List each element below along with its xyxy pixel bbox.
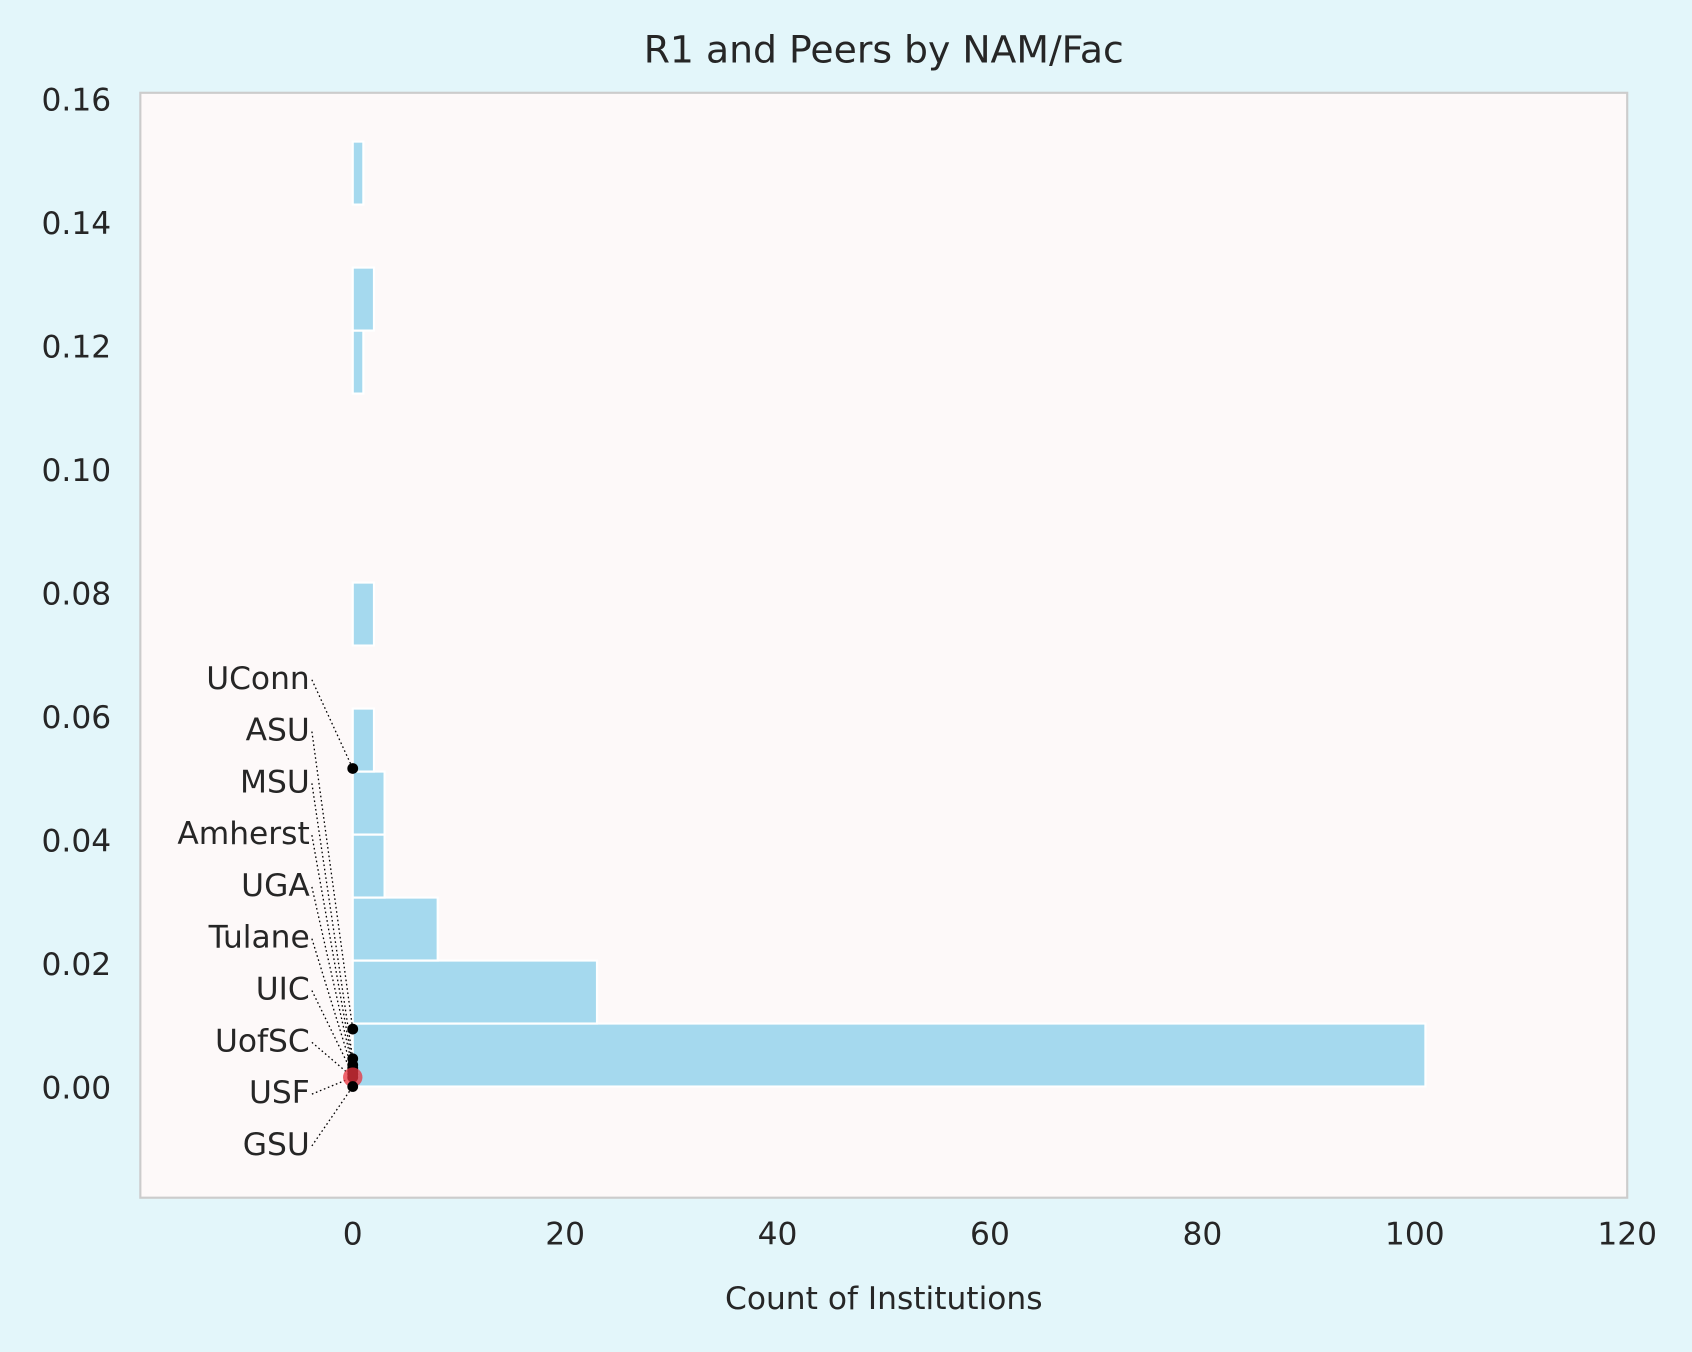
leader-line [311, 679, 354, 769]
bar [351, 266, 376, 332]
y-tick-label: 0.12 [42, 329, 112, 365]
x-axis-label: Count of Institutions [725, 1281, 1043, 1317]
point-label: UConn [206, 661, 310, 697]
leader-line [311, 1076, 353, 1095]
bar [351, 833, 386, 899]
leader-line [311, 1041, 354, 1078]
x-tick-label: 120 [1597, 1216, 1657, 1252]
bar [351, 581, 376, 647]
y-tick-label: 0.14 [42, 206, 112, 242]
point [347, 1023, 359, 1035]
x-tick-label: 80 [1182, 1216, 1222, 1252]
y-tick-label: 0.16 [42, 82, 112, 118]
bar [351, 329, 365, 395]
y-tick-label: 0.08 [42, 577, 112, 613]
point-label: UofSC [215, 1023, 310, 1059]
y-tick-label: 0.00 [42, 1071, 112, 1107]
y-tick-label: 0.10 [42, 453, 112, 489]
point-label: MSU [240, 764, 310, 800]
point-label: ASU [246, 713, 310, 749]
point [347, 763, 359, 774]
point-label: GSU [243, 1127, 310, 1163]
x-tick-label: 0 [343, 1216, 363, 1252]
bar [351, 1022, 1427, 1088]
y-tick-label: 0.04 [42, 824, 112, 860]
point-label: UIC [256, 972, 310, 1008]
x-tick-label: 20 [545, 1216, 585, 1252]
leader-line [311, 835, 354, 1066]
point-label: USF [249, 1075, 310, 1111]
x-tick-label: 100 [1385, 1216, 1445, 1252]
leader-line [311, 1086, 354, 1147]
point-label: UGA [241, 868, 310, 904]
point-label: Tulane [208, 920, 310, 956]
bar [351, 140, 365, 206]
point [347, 1081, 359, 1092]
chart-title: R1 and Peers by NAM/Fac [644, 27, 1124, 71]
y-tick-label: 0.06 [42, 700, 112, 736]
leader-line [311, 938, 354, 1072]
bar [351, 896, 439, 962]
bar [351, 959, 599, 1025]
x-tick-label: 40 [758, 1216, 798, 1252]
leader-line [311, 886, 354, 1069]
point-label: Amherst [177, 816, 309, 852]
x-tick-label: 60 [970, 1216, 1010, 1252]
y-tick-label: 0.02 [42, 947, 112, 983]
bar [351, 707, 376, 773]
leader-line [311, 783, 354, 1059]
point [343, 1067, 363, 1087]
bar [351, 770, 386, 836]
